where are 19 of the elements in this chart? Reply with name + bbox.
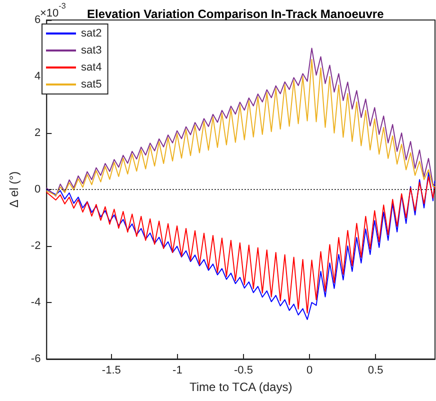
x-tick-label: -0.5: [234, 364, 253, 376]
y-tick-label: -4: [30, 296, 41, 308]
y-tick-label: 0: [34, 184, 41, 196]
x-tick-label: 0: [306, 364, 313, 376]
x-tick-label: -1: [172, 364, 182, 376]
legend-label: sat5: [81, 78, 102, 90]
x-axis-title: Time to TCA (days): [189, 380, 292, 394]
x-tick-label: -1.5: [102, 364, 121, 376]
y-tick-label: 6: [34, 14, 41, 26]
y-tick-label: -2: [30, 240, 41, 252]
y-axis-title: Δ el (°): [7, 171, 21, 208]
legend-label: sat4: [81, 62, 102, 74]
legend-label: sat2: [81, 28, 102, 40]
y-tick-label: -6: [30, 353, 41, 365]
y-tick-label: 2: [34, 127, 41, 139]
chart-title: Elevation Variation Comparison In-Track Manoeuvre: [87, 7, 384, 21]
x-tick-label: 0.5: [368, 364, 384, 376]
legend-label: sat3: [81, 44, 102, 56]
y-tick-label: 4: [34, 70, 41, 82]
